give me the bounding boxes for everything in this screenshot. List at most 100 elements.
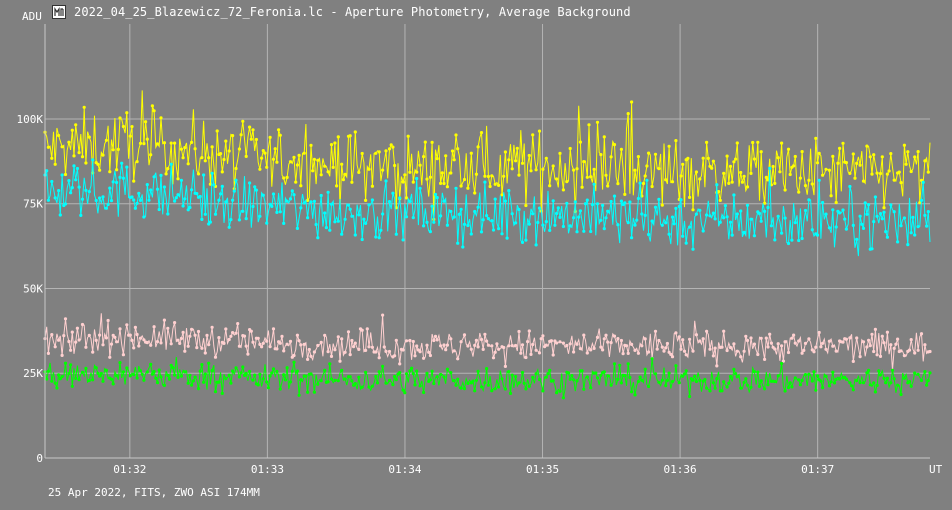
data-point (786, 241, 791, 246)
data-point (331, 165, 335, 169)
data-point (94, 198, 98, 203)
data-point (413, 383, 417, 387)
data-point (553, 223, 557, 227)
data-point (604, 216, 608, 220)
data-point (773, 347, 777, 351)
data-point (150, 372, 154, 376)
data-point (166, 167, 170, 171)
data-point (244, 344, 248, 348)
data-point (53, 196, 57, 200)
data-point (573, 200, 577, 204)
data-point (381, 364, 385, 368)
data-point (902, 354, 907, 358)
data-point (306, 216, 310, 220)
data-point (87, 333, 91, 337)
data-point (677, 204, 681, 209)
data-point (418, 384, 422, 388)
data-point (445, 223, 449, 227)
data-point (628, 200, 632, 204)
data-point (749, 385, 753, 389)
data-point (740, 180, 745, 184)
data-point (234, 331, 238, 335)
data-point (408, 338, 412, 343)
data-point (682, 372, 687, 376)
data-point (626, 362, 630, 366)
data-point (595, 335, 600, 339)
data-point (831, 154, 835, 158)
data-point (693, 374, 697, 378)
data-point (815, 161, 820, 165)
data-point (69, 348, 73, 352)
data-point (711, 381, 716, 385)
data-point (135, 332, 139, 337)
data-point (909, 169, 913, 174)
data-point (645, 164, 649, 168)
data-point (728, 374, 733, 379)
data-point (173, 141, 177, 145)
data-point (210, 171, 214, 175)
data-point (585, 198, 589, 202)
data-point (919, 332, 924, 336)
data-point (773, 181, 777, 185)
data-point (101, 343, 105, 347)
data-point (109, 377, 114, 381)
lightcurve-app-icon[interactable] (52, 5, 66, 19)
data-point (408, 199, 412, 204)
data-point (346, 203, 351, 207)
data-point (524, 203, 528, 208)
data-point (503, 387, 507, 391)
data-point (244, 217, 248, 221)
data-point (46, 351, 51, 355)
data-point (679, 198, 683, 202)
data-point (722, 380, 726, 384)
data-point (861, 179, 866, 183)
data-point (428, 230, 432, 234)
data-point (682, 349, 687, 353)
data-point (490, 344, 494, 348)
data-point (589, 348, 593, 352)
data-point (258, 167, 262, 171)
data-point (138, 141, 143, 145)
data-point (435, 157, 439, 161)
data-point (701, 337, 705, 341)
data-point (353, 130, 357, 134)
data-point (295, 226, 299, 230)
data-point (394, 338, 398, 342)
data-point (111, 180, 115, 184)
data-point (865, 212, 869, 216)
data-point (630, 390, 634, 394)
data-point (722, 329, 726, 333)
data-point (268, 345, 272, 349)
data-point (880, 217, 884, 221)
data-point (224, 377, 228, 381)
data-point (635, 218, 639, 222)
data-point (491, 228, 496, 232)
data-point (319, 173, 323, 177)
data-point (819, 379, 823, 383)
data-point (299, 206, 303, 210)
data-point (142, 142, 146, 146)
data-point (602, 135, 606, 139)
data-point (190, 140, 194, 144)
data-point (115, 374, 119, 378)
data-point (829, 380, 833, 384)
data-point (474, 378, 478, 382)
data-point (50, 179, 54, 184)
data-point (77, 151, 81, 155)
data-point (718, 198, 722, 202)
data-point (749, 171, 753, 175)
data-point (875, 214, 879, 218)
data-point (742, 174, 746, 178)
data-point (653, 329, 658, 333)
data-point (67, 179, 71, 183)
data-point (391, 383, 395, 387)
data-point (115, 180, 119, 185)
data-point (679, 174, 683, 178)
data-point (580, 185, 584, 189)
data-point (312, 350, 316, 354)
data-point (58, 377, 62, 381)
data-point (742, 230, 746, 234)
x-axis-label: UT (929, 463, 943, 476)
data-point (481, 347, 485, 351)
data-point (585, 375, 589, 379)
